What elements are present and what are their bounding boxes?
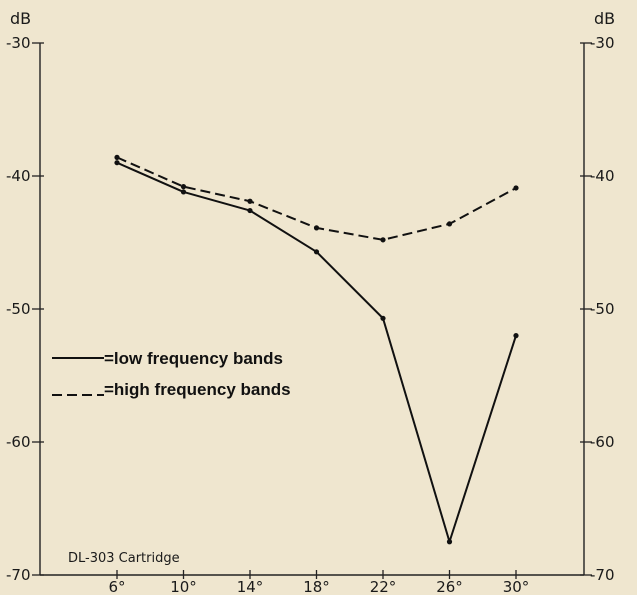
data-point-high <box>446 221 453 227</box>
data-point-high <box>180 184 187 190</box>
data-point-high <box>247 198 253 204</box>
data-point-high <box>313 225 320 231</box>
legend-label-high: =high frequency bands <box>104 380 291 399</box>
data-point-low <box>513 333 519 339</box>
x-tick-label: 14° <box>237 578 264 595</box>
axes: -30 -30 -40 -40 -50 -50 -60 -60 -70 -70 6° 10° 14° 18… <box>6 34 615 595</box>
data-point-low <box>380 315 386 321</box>
right-y-tick-label: -30 <box>590 34 615 52</box>
data-point-high <box>513 185 519 191</box>
x-tick-label: 26° <box>436 578 463 595</box>
left-unit-label: dB <box>10 9 31 28</box>
data-point-low <box>247 207 253 214</box>
cartridge-caption: DL-303 Cartridge <box>68 551 180 566</box>
data-point-high <box>380 237 386 243</box>
x-tick-label: 18° <box>303 578 330 595</box>
legend-label-low: =low frequency bands <box>104 349 283 368</box>
left-y-tick-label: -50 <box>6 300 31 318</box>
left-y-tick-label: -70 <box>6 566 31 584</box>
series-layer <box>114 154 519 545</box>
data-point-low <box>114 160 120 166</box>
x-tick-label: 6° <box>108 578 125 595</box>
right-y-tick-label: -60 <box>590 433 615 451</box>
x-tick-label: 10° <box>170 578 197 595</box>
left-y-tick-label: -60 <box>6 433 31 451</box>
left-y-tick-label: -40 <box>6 167 31 185</box>
right-unit-label: dB <box>594 9 615 28</box>
left-y-tick-label: -30 <box>6 34 31 52</box>
right-y-tick-label: -50 <box>590 300 615 318</box>
data-point-high <box>114 154 120 160</box>
data-point-low <box>446 539 453 545</box>
x-tick-label: 22° <box>370 578 397 595</box>
right-y-tick-label: -70 <box>590 566 615 584</box>
x-tick-label: 30° <box>503 578 530 595</box>
right-y-tick-label: -40 <box>590 167 615 185</box>
legend: =low frequency bands =high frequency ban… <box>52 349 291 399</box>
data-point-low <box>313 249 320 255</box>
data-point-low <box>180 189 187 195</box>
